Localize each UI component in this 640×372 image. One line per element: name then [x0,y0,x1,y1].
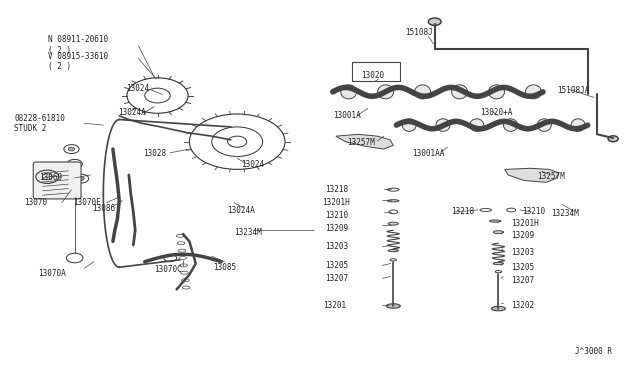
Text: 13001AA: 13001AA [412,149,445,158]
Ellipse shape [538,119,551,131]
Text: 13218: 13218 [325,185,348,194]
Ellipse shape [488,85,504,99]
Text: 13210: 13210 [325,211,348,220]
Circle shape [68,147,75,151]
Text: 13203: 13203 [511,248,534,257]
Text: 08228-61810
STUDK 2: 08228-61810 STUDK 2 [14,113,65,133]
Bar [352,62,399,81]
Polygon shape [336,134,394,149]
Ellipse shape [388,222,398,225]
Text: 13209: 13209 [511,231,534,240]
Ellipse shape [493,231,504,234]
Text: 13257M: 13257M [347,138,374,147]
Text: 13070A: 13070A [38,269,66,278]
Ellipse shape [402,119,416,131]
Text: 13001A: 13001A [333,111,360,121]
Circle shape [72,162,78,166]
Text: 13201H: 13201H [511,219,539,228]
Ellipse shape [388,200,399,202]
Text: 13070E: 13070E [73,198,100,207]
FancyBboxPatch shape [33,162,81,199]
Text: 13020+A: 13020+A [481,108,513,117]
Text: 13201: 13201 [323,301,346,311]
Text: 13070C: 13070C [154,265,182,274]
Text: 13203: 13203 [325,242,348,251]
Text: 13205: 13205 [511,263,534,272]
Text: 13024: 13024 [125,84,148,93]
Text: 13070: 13070 [24,198,47,207]
Text: 13205: 13205 [325,261,348,270]
Text: 13085: 13085 [213,263,236,272]
Text: 13209: 13209 [325,224,348,233]
Text: 15108J: 15108J [404,28,433,37]
Text: N 08911-20610
( 2 ): N 08911-20610 ( 2 ) [48,35,108,55]
Text: 13201H: 13201H [323,198,350,207]
Text: 13207: 13207 [325,274,348,283]
Ellipse shape [415,85,431,99]
Text: V 08915-33610
( 2 ): V 08915-33610 ( 2 ) [48,51,108,71]
Ellipse shape [436,119,450,131]
Ellipse shape [340,85,356,99]
Text: 13202: 13202 [511,301,534,311]
Text: 13024: 13024 [241,160,264,169]
Text: 13207: 13207 [511,276,534,285]
Text: 13257M: 13257M [537,171,564,180]
Circle shape [428,18,441,25]
Ellipse shape [452,85,467,99]
Text: 13069: 13069 [40,173,63,182]
Ellipse shape [571,119,585,131]
Text: 15108JA: 15108JA [557,86,589,94]
Polygon shape [505,168,559,182]
Circle shape [608,136,618,142]
Text: 13028: 13028 [143,149,166,158]
Text: 13234M: 13234M [550,209,579,218]
Text: 13218: 13218 [451,207,474,217]
Ellipse shape [525,85,541,99]
Text: J^3000 R: J^3000 R [575,347,612,356]
Ellipse shape [387,304,400,308]
Ellipse shape [378,85,394,99]
Text: 13086: 13086 [92,203,115,213]
Text: 13020: 13020 [362,71,385,80]
Ellipse shape [492,307,506,311]
Ellipse shape [493,262,504,264]
Ellipse shape [504,119,518,131]
Circle shape [78,177,84,180]
Ellipse shape [388,250,398,252]
Ellipse shape [490,220,501,222]
Ellipse shape [470,119,484,131]
Text: 13210: 13210 [522,207,545,217]
Text: 13234M: 13234M [235,228,262,237]
Text: 13024A: 13024A [118,108,146,118]
Text: 13024A: 13024A [228,206,255,215]
